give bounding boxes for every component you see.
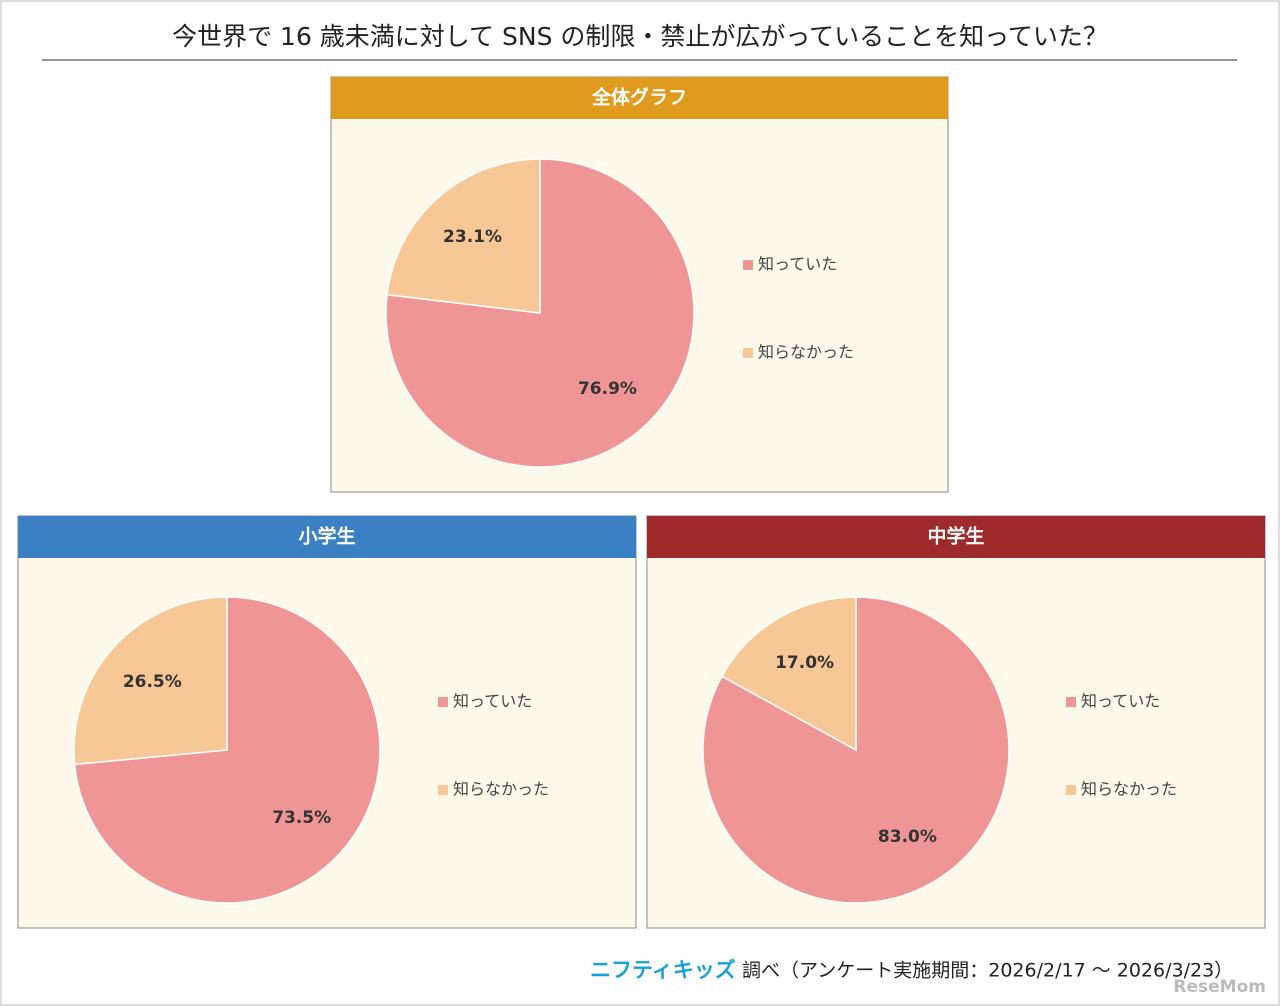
legend-label: 知っていた	[1081, 692, 1160, 711]
legend-label: 知らなかった	[453, 780, 549, 799]
pie-slice	[385, 158, 695, 468]
legend-label: 知らなかった	[758, 343, 854, 362]
panel-header	[18, 516, 636, 558]
panel-title: 全体グラフ	[591, 86, 687, 109]
data-label: 83.0%	[878, 827, 937, 847]
page-title: 今世界で 16 歳未満に対して SNS の制限・禁止が広がっていることを知ってい…	[172, 22, 1108, 51]
legend-swatch	[743, 260, 753, 270]
data-label: 23.1%	[443, 227, 502, 247]
pie-slice	[386, 158, 541, 314]
panel-header	[331, 77, 948, 119]
legend-label: 知っていた	[758, 255, 837, 274]
pie-slice	[73, 596, 228, 766]
legend-swatch	[1066, 785, 1076, 795]
panel-title: 中学生	[927, 525, 984, 548]
watermark: ReseMom	[1173, 977, 1266, 997]
legend-swatch	[743, 348, 753, 358]
data-label: 73.5%	[272, 808, 331, 828]
panel-title: 小学生	[298, 525, 355, 548]
pie-slice	[720, 596, 857, 752]
panel-header	[647, 516, 1265, 558]
legend-swatch	[438, 785, 448, 795]
legend-label: 知っていた	[453, 692, 532, 711]
footer-logo: ニフティキッズ	[590, 958, 736, 982]
legend-label: 知らなかった	[1081, 780, 1177, 799]
data-label: 26.5%	[123, 672, 182, 692]
legend-swatch	[438, 697, 448, 707]
legend-swatch	[1066, 697, 1076, 707]
data-label: 17.0%	[775, 653, 834, 673]
footer-text: 調べ（アンケート実施期間：2026/2/17 ～ 2026/3/23）	[742, 960, 1233, 982]
data-label: 76.9%	[578, 379, 637, 399]
